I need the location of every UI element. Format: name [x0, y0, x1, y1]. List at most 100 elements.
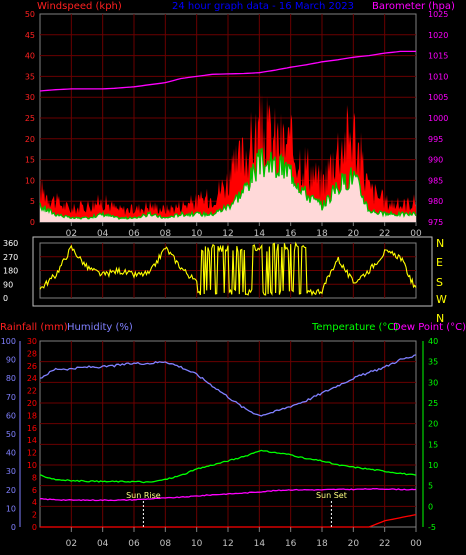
baro-tick-1015: 1015 [428, 52, 448, 61]
humidity-axis-title: Humidity (%) [67, 322, 133, 333]
temp-tick-15: 15 [428, 440, 438, 449]
wind-tick-45: 45 [25, 31, 35, 40]
hum-tick-80: 80 [6, 374, 16, 383]
wind-tick-25: 25 [25, 114, 35, 123]
dir-tick-360: 360 [3, 239, 18, 248]
x-tick-bottom-08: 08 [160, 539, 172, 549]
hum-tick-70: 70 [6, 393, 16, 402]
hum-tick-20: 20 [6, 486, 16, 495]
compass-label-4: N [436, 312, 444, 325]
x-tick-bottom-18: 18 [316, 539, 328, 549]
temp-tick-0: 0 [428, 502, 433, 511]
x-tick-top-12: 12 [222, 229, 233, 239]
x-tick-top-06: 06 [128, 229, 140, 239]
rain-tick-22: 22 [27, 387, 37, 396]
compass-label-3: W [436, 293, 447, 306]
x-tick-top-00: 00 [410, 229, 422, 239]
baro-tick-980: 980 [428, 197, 443, 206]
rain-tick-12: 12 [27, 449, 37, 458]
baro-tick-1010: 1010 [428, 72, 448, 81]
series-lines [39, 50, 417, 528]
x-tick-bottom-16: 16 [285, 539, 297, 549]
compass-label-0: N [436, 237, 444, 250]
series-windspeed [39, 147, 417, 221]
baro-tick-990: 990 [428, 156, 443, 165]
barometer-axis-title: Barometer (hpa) [372, 1, 455, 12]
hum-tick-0: 0 [11, 523, 16, 532]
series-windspeed-gust [40, 92, 416, 223]
baro-tick-1005: 1005 [428, 93, 448, 102]
wind-tick-0: 0 [30, 218, 35, 227]
rain-tick-6: 6 [32, 486, 37, 495]
series-wind-direction [39, 241, 417, 297]
x-tick-bottom-02: 02 [66, 539, 77, 549]
x-tick-top-16: 16 [285, 229, 297, 239]
hum-tick-10: 10 [6, 504, 16, 513]
x-tick-top-14: 14 [254, 229, 266, 239]
rain-tick-14: 14 [27, 436, 37, 445]
wind-tick-20: 20 [25, 135, 35, 144]
rain-tick-18: 18 [27, 411, 37, 420]
hum-tick-40: 40 [6, 449, 16, 458]
dewpoint-axis-title: Dew Point (°C) [393, 322, 466, 333]
x-tick-top-08: 08 [160, 229, 172, 239]
rain-tick-24: 24 [27, 374, 37, 383]
temp-tick-20: 20 [428, 420, 438, 429]
direction-panel-box [32, 236, 433, 307]
hum-tick-30: 30 [6, 467, 16, 476]
compass-label-2: S [436, 276, 443, 289]
x-tick-top-18: 18 [316, 229, 328, 239]
temp-tick-10: 10 [428, 461, 438, 470]
temperature-axis-title: Temperature (°C) [311, 322, 398, 333]
x-tick-bottom-12: 12 [222, 539, 233, 549]
rain-tick-4: 4 [32, 498, 37, 507]
hum-tick-100: 100 [1, 337, 16, 346]
wind-tick-50: 50 [25, 10, 35, 19]
dir-tick-90: 90 [3, 280, 13, 289]
wind-tick-40: 40 [25, 52, 35, 61]
rain-tick-26: 26 [27, 362, 37, 371]
temp-tick-40: 40 [428, 337, 438, 346]
baro-tick-995: 995 [428, 135, 443, 144]
series-humidity [39, 354, 417, 417]
tick-labels: 0202040406060808101012121414161618182020… [1, 10, 449, 549]
x-tick-top-10: 10 [191, 229, 203, 239]
dir-tick-0: 0 [3, 294, 8, 303]
baro-tick-1025: 1025 [428, 10, 448, 19]
baro-tick-1020: 1020 [428, 31, 448, 40]
wind-tick-30: 30 [25, 93, 35, 102]
sunset-label: Sun Set [316, 491, 347, 500]
rain-tick-16: 16 [27, 424, 37, 433]
series-temperature [39, 449, 417, 484]
temp-tick--5: -5 [428, 523, 436, 532]
rain-tick-2: 2 [32, 511, 37, 520]
x-tick-bottom-14: 14 [254, 539, 266, 549]
x-tick-bottom-22: 22 [379, 539, 390, 549]
chart-title: 24 hour graph data - 16 March 2023 [172, 1, 354, 12]
baro-tick-975: 975 [428, 218, 443, 227]
series-dew-point [39, 487, 417, 502]
x-tick-top-02: 02 [66, 229, 77, 239]
sunrise-label: Sun Rise [126, 491, 161, 500]
x-tick-bottom-04: 04 [97, 539, 109, 549]
compass-label-1: E [436, 256, 443, 269]
wind-tick-10: 10 [25, 176, 35, 185]
wind-tick-35: 35 [25, 72, 35, 81]
temp-tick-30: 30 [428, 378, 438, 387]
rain-tick-0: 0 [32, 523, 37, 532]
rain-tick-30: 30 [27, 337, 37, 346]
temp-tick-25: 25 [428, 399, 438, 408]
x-tick-top-20: 20 [348, 229, 360, 239]
x-tick-top-04: 04 [97, 229, 109, 239]
x-tick-bottom-00: 00 [410, 539, 422, 549]
series-barometer [39, 50, 416, 92]
wind-tick-5: 5 [30, 197, 35, 206]
rain-tick-20: 20 [27, 399, 37, 408]
rainfall-axis-title: Rainfall (mm) [0, 322, 68, 333]
dir-tick-270: 270 [3, 253, 18, 262]
dir-tick-180: 180 [3, 267, 18, 276]
baro-tick-1000: 1000 [428, 114, 448, 123]
hum-tick-90: 90 [6, 356, 16, 365]
temp-tick-5: 5 [428, 482, 433, 491]
